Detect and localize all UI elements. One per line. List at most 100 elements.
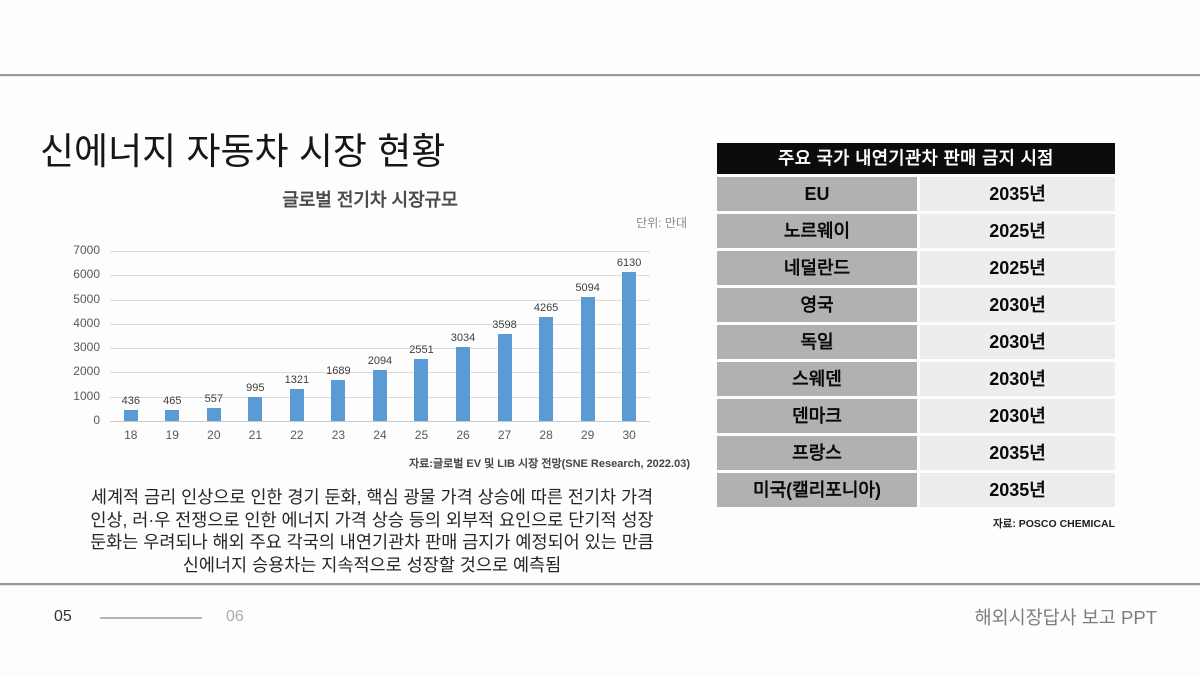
chart-bars: 436 465 557 995 1321 1689 2094 2551 3034 3598 4265…: [110, 251, 650, 421]
bar: [289, 388, 304, 421]
summary-line: 신에너지 승용차는 지속적으로 성장할 것으로 예측됨: [182, 554, 562, 575]
bar: [123, 410, 138, 421]
bar-value-label: 1689: [326, 365, 351, 377]
x-tick-label: 27: [497, 428, 512, 442]
bar-value-label: 2094: [367, 355, 393, 368]
table-row: 스웨덴 2030년: [717, 362, 1115, 396]
year-cell: 2025년: [920, 251, 1115, 285]
page-number-current: 05: [54, 608, 72, 625]
bar-value-label: 5094: [575, 282, 600, 295]
y-tick-label: 7000: [73, 243, 100, 257]
chart-gridline: [110, 348, 650, 350]
bar-group: 436: [110, 395, 152, 421]
x-tick-label: 25: [414, 428, 429, 442]
chart-unit-note: 단위: 만대: [636, 216, 687, 230]
bar: [539, 317, 554, 421]
x-tick-label: 24: [373, 428, 387, 442]
bar: [497, 333, 512, 421]
chart-source-note: 자료:글로벌 EV 및 LIB 시장 전망(SNE Research, 2022…: [409, 458, 690, 470]
bar: [622, 272, 637, 421]
bar: [456, 347, 471, 421]
y-tick-label: 5000: [73, 291, 100, 306]
bar-value-label: 6130: [616, 257, 642, 270]
bar-value-label: 557: [204, 392, 223, 405]
chart-gridline: [110, 251, 650, 252]
chart-gridline: [110, 275, 650, 277]
country-cell: 네덜란드: [717, 251, 917, 285]
x-tick-label: 23: [331, 428, 346, 442]
country-cell: 노르웨이: [717, 214, 917, 248]
country-cell: 독일: [717, 325, 917, 359]
bar: [165, 409, 180, 421]
bar: [580, 297, 595, 421]
table-row: 노르웨이 2025년: [717, 214, 1115, 248]
bar-group: 1689: [318, 365, 360, 421]
bar-group: 3034: [442, 332, 484, 421]
bar-group: 465: [152, 395, 194, 421]
x-tick-label: 30: [622, 428, 636, 442]
year-cell: 2030년: [920, 325, 1115, 359]
year-cell: 2025년: [920, 214, 1115, 248]
page-number-next: 06: [226, 608, 244, 625]
x-tick-label: 26: [456, 428, 470, 442]
country-cell: 영국: [717, 288, 917, 322]
country-cell: EU: [717, 177, 917, 211]
bar: [414, 359, 429, 421]
country-cell: 스웨덴: [717, 362, 917, 396]
table-row: 덴마크 2030년: [717, 399, 1115, 433]
year-cell: 2030년: [920, 399, 1115, 433]
bar-group: 2094: [359, 355, 401, 421]
table-row: EU 2035년: [717, 177, 1115, 211]
x-tick-label: 21: [248, 428, 263, 442]
bar-group: 3598: [484, 319, 526, 421]
year-cell: 2035년: [920, 177, 1115, 211]
table-row: 독일 2030년: [717, 325, 1115, 359]
bar-group: 6130: [608, 257, 650, 421]
chart-plot-area: 0 1000 2000 3000 4000 5000 6000 7000 436 465 557 9…: [73, 243, 650, 442]
bar: [331, 380, 346, 421]
bar-group: 1321: [276, 374, 318, 421]
bar-value-label: 995: [246, 381, 265, 394]
bar: [372, 370, 387, 421]
bar: [248, 396, 263, 421]
x-tick-label: 18: [124, 428, 138, 442]
summary-paragraph: 세계적 금리 인상으로 인한 경기 둔화, 핵심 광물 가격 상승에 따른 전기…: [38, 486, 706, 576]
table-header: 주요 국가 내연기관차 판매 금지 시점: [717, 143, 1115, 174]
table-row: 미국(캘리포니아) 2035년: [717, 473, 1115, 507]
x-tick-label: 19: [165, 428, 179, 442]
table-row: 네덜란드 2025년: [717, 251, 1115, 285]
page-number-divider: [100, 617, 202, 619]
y-tick-label: 1000: [73, 388, 100, 403]
bar-value-label: 2551: [409, 344, 434, 356]
ev-market-chart: 글로벌 전기차 시장규모 단위: 만대 0 1000 2000 3000 4000 500…: [45, 183, 695, 478]
bar-group: 995: [235, 382, 277, 421]
bar-value-label: 3034: [450, 332, 476, 345]
chart-gridline: [110, 421, 650, 422]
chart-y-axis: 0 1000 2000 3000 4000 5000 6000 7000: [40, 243, 100, 427]
summary-line: 둔화는 우려되나 해외 주요 각국의 내연기관차 판매 금지가 예정되어 있는 …: [90, 532, 654, 552]
x-tick-label: 22: [290, 428, 304, 442]
y-tick-label: 6000: [73, 267, 100, 282]
bar-value-label: 465: [163, 394, 182, 407]
bar-value-label: 3598: [492, 318, 517, 331]
year-cell: 2030년: [920, 288, 1115, 322]
bottom-divider-line: [0, 583, 1200, 586]
bar-value-label: 436: [121, 395, 140, 408]
bar-group: 557: [193, 392, 235, 421]
y-tick-label: 3000: [73, 340, 100, 355]
deck-title: 해외시장답사 보고 PPT: [974, 607, 1157, 628]
summary-line: 세계적 금리 인상으로 인한 경기 둔화, 핵심 광물 가격 상승에 따른 전기…: [90, 487, 654, 507]
y-tick-label: 2000: [73, 364, 100, 379]
country-cell: 덴마크: [717, 399, 917, 433]
x-tick-label: 20: [207, 428, 221, 442]
ice-ban-table: 주요 국가 내연기관차 판매 금지 시점 EU 2035년 노르웨이 2025년…: [717, 143, 1115, 531]
year-cell: 2035년: [920, 436, 1115, 470]
x-tick-label: 29: [580, 428, 595, 442]
table-row: 영국 2030년: [717, 288, 1115, 322]
table-row: 프랑스 2035년: [717, 436, 1115, 470]
y-tick-label: 0: [93, 413, 100, 427]
table-source-note: 자료: POSCO CHEMICAL: [993, 518, 1115, 530]
year-cell: 2030년: [920, 362, 1115, 396]
bar-value-label: 1321: [284, 373, 310, 386]
